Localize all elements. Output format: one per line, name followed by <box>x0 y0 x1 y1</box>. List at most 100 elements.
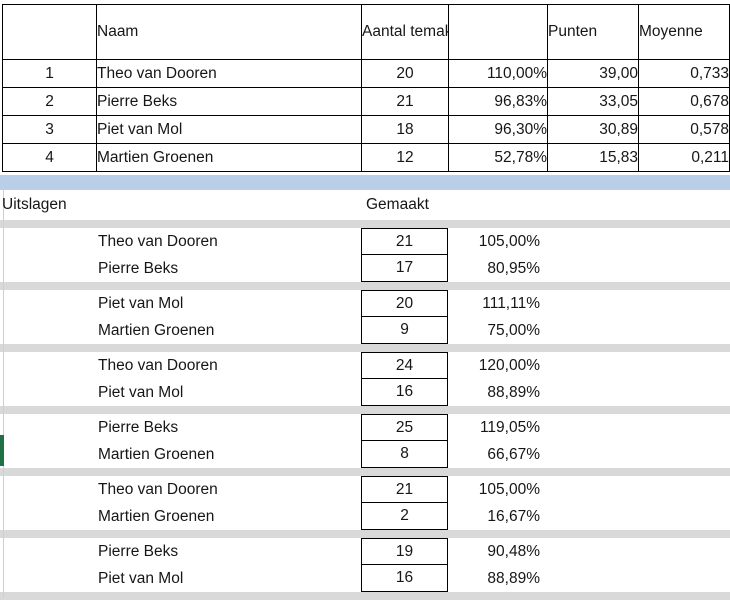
rank-cell[interactable]: 2 <box>2 87 97 116</box>
player-name-cell[interactable]: Theo van Dooren <box>98 233 218 250</box>
row-separator <box>0 406 730 414</box>
match-player-row: Theo van Dooren 21 105,00% <box>0 476 730 503</box>
gemaakt-value-cell[interactable]: 16 <box>361 564 448 592</box>
gemaakt-value-cell[interactable]: 21 <box>361 228 448 255</box>
aantal-cell[interactable]: 21 <box>361 87 449 116</box>
match-block: Pierre Beks 25 119,05% Martien Groenen 8… <box>0 414 730 468</box>
gemaakt-value-cell[interactable]: 21 <box>361 476 448 503</box>
percentage-cell[interactable]: 111,11% <box>482 295 540 312</box>
standings-header-row: Naam Aantal temaken Punten Moyenne <box>2 4 730 60</box>
moyenne-cell[interactable]: 0,578 <box>638 115 730 144</box>
aantal-cell[interactable]: 20 <box>361 59 449 88</box>
aantal-cell[interactable]: 12 <box>361 143 449 172</box>
gemaakt-column-header: Gemaakt <box>366 196 429 213</box>
match-player-row: Piet van Mol 20 111,11% <box>0 290 730 317</box>
punten-cell[interactable]: 15,83 <box>547 143 639 172</box>
match-block: Pierre Beks 19 90,48% Piet van Mol 16 88… <box>0 538 730 592</box>
header-aantal-temaken-cell[interactable]: Aantal temaken <box>361 4 449 60</box>
row-separator <box>0 592 730 600</box>
percentage-cell[interactable]: 66,67% <box>487 446 540 463</box>
punten-cell[interactable]: 33,05 <box>547 87 639 116</box>
standings-row: 1 Theo van Dooren 20 110,00% 39,00 0,733 <box>2 59 730 88</box>
gemaakt-value-cell[interactable]: 9 <box>361 316 448 344</box>
match-block: Theo van Dooren 21 105,00% Martien Groen… <box>0 476 730 530</box>
match-player-row: Theo van Dooren 24 120,00% <box>0 352 730 379</box>
standings-row: 2 Pierre Beks 21 96,83% 33,05 0,678 <box>2 87 730 116</box>
results-title: Uitslagen <box>2 196 67 213</box>
player-name-cell[interactable]: Martien Groenen <box>98 508 215 525</box>
percentage-cell[interactable]: 75,00% <box>487 322 540 339</box>
percentage-cell[interactable]: 96,30% <box>448 115 548 144</box>
player-name-cell[interactable]: Theo van Dooren <box>98 481 218 498</box>
moyenne-cell[interactable]: 0,733 <box>638 59 730 88</box>
match-player-row: Pierre Beks 17 80,95% <box>0 254 730 282</box>
gemaakt-value-cell[interactable]: 16 <box>361 378 448 406</box>
player-name-cell[interactable]: Martien Groenen <box>96 143 362 172</box>
punten-cell[interactable]: 30,89 <box>547 115 639 144</box>
match-player-row: Piet van Mol 16 88,89% <box>0 378 730 406</box>
rank-cell[interactable]: 3 <box>2 115 97 144</box>
match-player-row: Pierre Beks 19 90,48% <box>0 538 730 565</box>
match-block: Theo van Dooren 21 105,00% Pierre Beks 1… <box>0 228 730 282</box>
blue-separator-bar <box>0 175 730 190</box>
moyenne-cell[interactable]: 0,678 <box>638 87 730 116</box>
player-name-cell[interactable]: Martien Groenen <box>98 446 215 463</box>
header-rank-cell[interactable] <box>2 4 97 60</box>
standings-row: 4 Martien Groenen 12 52,78% 15,83 0,211 <box>2 143 730 172</box>
standings-row: 3 Piet van Mol 18 96,30% 30,89 0,578 <box>2 115 730 144</box>
gemaakt-value-cell[interactable]: 24 <box>361 352 448 379</box>
aantal-cell[interactable]: 18 <box>361 115 449 144</box>
moyenne-cell[interactable]: 0,211 <box>638 143 730 172</box>
percentage-cell[interactable]: 88,89% <box>487 384 540 401</box>
standings-table: Naam Aantal temaken Punten Moyenne 1 The… <box>2 4 730 172</box>
punten-cell[interactable]: 39,00 <box>547 59 639 88</box>
header-moyenne-cell[interactable]: Moyenne <box>638 4 730 60</box>
gemaakt-value-cell[interactable]: 2 <box>361 502 448 530</box>
percentage-cell[interactable]: 110,00% <box>448 59 548 88</box>
row-separator <box>0 220 730 228</box>
match-player-row: Theo van Dooren 21 105,00% <box>0 228 730 255</box>
header-punten-cell[interactable]: Punten <box>547 4 639 60</box>
player-name-cell[interactable]: Theo van Dooren <box>98 357 218 374</box>
spreadsheet-view: { "standings": { "headers": { "rank": ""… <box>0 4 730 601</box>
header-percentage-cell[interactable] <box>448 4 548 60</box>
percentage-cell[interactable]: 52,78% <box>448 143 548 172</box>
player-name-cell[interactable]: Martien Groenen <box>98 322 215 339</box>
player-name-cell[interactable]: Pierre Beks <box>96 87 362 116</box>
selection-indicator <box>0 435 4 466</box>
row-separator <box>0 344 730 352</box>
match-player-row: Pierre Beks 25 119,05% <box>0 414 730 441</box>
gemaakt-value-cell[interactable]: 25 <box>361 414 448 441</box>
percentage-cell[interactable]: 80,95% <box>487 260 540 277</box>
percentage-cell[interactable]: 119,05% <box>479 419 540 436</box>
player-name-cell[interactable]: Piet van Mol <box>98 570 184 587</box>
results-section-header: Uitslagen Gemaakt <box>0 190 730 220</box>
gemaakt-value-cell[interactable]: 17 <box>361 254 448 282</box>
percentage-cell[interactable]: 90,48% <box>487 543 540 560</box>
percentage-cell[interactable]: 120,00% <box>478 357 540 374</box>
player-name-cell[interactable]: Theo van Dooren <box>96 59 362 88</box>
percentage-cell[interactable]: 16,67% <box>487 508 540 525</box>
row-separator <box>0 282 730 290</box>
rank-cell[interactable]: 1 <box>2 59 97 88</box>
gemaakt-value-cell[interactable]: 8 <box>361 440 448 468</box>
player-name-cell[interactable]: Piet van Mol <box>98 295 184 312</box>
percentage-cell[interactable]: 96,83% <box>448 87 548 116</box>
player-name-cell[interactable]: Pierre Beks <box>98 260 179 277</box>
player-name-cell[interactable]: Pierre Beks <box>98 419 179 436</box>
percentage-cell[interactable]: 105,00% <box>478 233 540 250</box>
row-separator <box>0 468 730 476</box>
rank-cell[interactable]: 4 <box>2 143 97 172</box>
match-player-row: Martien Groenen 8 66,67% <box>0 440 730 468</box>
percentage-cell[interactable]: 88,89% <box>487 570 540 587</box>
match-player-row: Martien Groenen 9 75,00% <box>0 316 730 344</box>
player-name-cell[interactable]: Pierre Beks <box>98 543 179 560</box>
gemaakt-value-cell[interactable]: 20 <box>361 290 448 317</box>
player-name-cell[interactable]: Piet van Mol <box>98 384 184 401</box>
header-naam-cell[interactable]: Naam <box>96 4 362 60</box>
match-block: Theo van Dooren 24 120,00% Piet van Mol … <box>0 352 730 406</box>
gemaakt-value-cell[interactable]: 19 <box>361 538 448 565</box>
player-name-cell[interactable]: Piet van Mol <box>96 115 362 144</box>
percentage-cell[interactable]: 105,00% <box>478 481 540 498</box>
match-player-row: Martien Groenen 2 16,67% <box>0 502 730 530</box>
